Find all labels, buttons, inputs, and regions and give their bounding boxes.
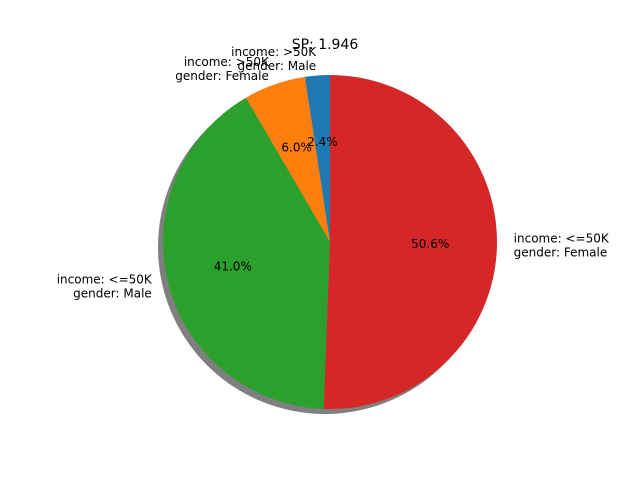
slice-label-line: income: >50K bbox=[184, 55, 270, 69]
slice-label-line: income: >50K bbox=[231, 45, 317, 59]
slice-label-line: income: <=50K bbox=[514, 231, 610, 245]
slice-label-line: gender: Male bbox=[73, 287, 152, 301]
slice-label-1: income: >50K gender: Female bbox=[175, 55, 270, 83]
slice-percentage-2: 41.0% bbox=[214, 259, 252, 273]
slice-percentage-0: 2.4% bbox=[307, 135, 338, 149]
pie-slice-3 bbox=[323, 75, 497, 409]
pie-slices bbox=[162, 75, 497, 409]
slice-label-2: income: <=50K gender: Male bbox=[57, 273, 153, 301]
slice-label-line: gender: Female bbox=[514, 245, 608, 259]
slice-label-0: income: >50K gender: Male bbox=[231, 45, 317, 73]
slice-label-line: income: <=50K bbox=[57, 273, 153, 287]
slice-label-line: gender: Female bbox=[175, 69, 269, 83]
pie-slice-0 bbox=[304, 75, 330, 242]
percentage-labels: 2.4%6.0% 41.0% 50.6% bbox=[214, 135, 450, 273]
slice-percentage-1: 6.0% bbox=[281, 141, 312, 155]
pie-slice-1 bbox=[245, 76, 330, 242]
slice-percentage-3: 50.6% bbox=[411, 237, 449, 251]
pie-slice-2 bbox=[162, 97, 330, 409]
slice-label-line: gender: Male bbox=[238, 59, 317, 73]
slice-label-3: income: <=50K gender: Female bbox=[514, 231, 610, 259]
chart-title: SP: 1.946 bbox=[292, 37, 359, 53]
